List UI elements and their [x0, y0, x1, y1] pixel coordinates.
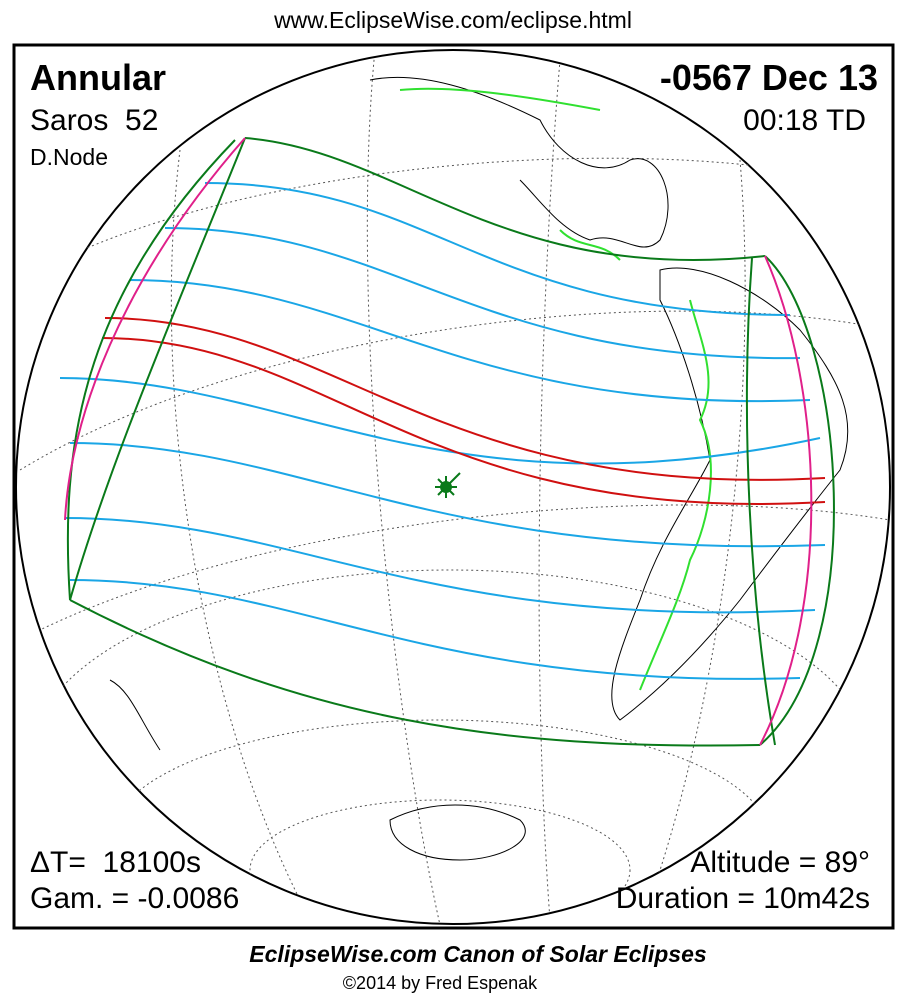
time: 00:18 TD — [743, 104, 866, 137]
gamma: Gam. = -0.0086 — [30, 882, 239, 915]
eclipse-type: Annular — [30, 57, 166, 98]
eclipse-date: -0567 Dec 13 — [660, 57, 878, 98]
delta-t: ΔT= 18100s — [30, 846, 201, 879]
footer-title: EclipseWise.com Canon of Solar Eclipses — [249, 941, 706, 967]
node: D.Node — [30, 144, 108, 170]
footer-copyright: ©2014 by Fred Espenak — [343, 973, 538, 993]
altitude: Altitude = 89° — [690, 846, 870, 879]
duration: Duration = 10m42s — [616, 882, 870, 915]
saros: Saros 52 — [30, 104, 158, 137]
url-header: www.EclipseWise.com/eclipse.html — [273, 7, 632, 33]
eclipse-path — [59, 137, 835, 747]
